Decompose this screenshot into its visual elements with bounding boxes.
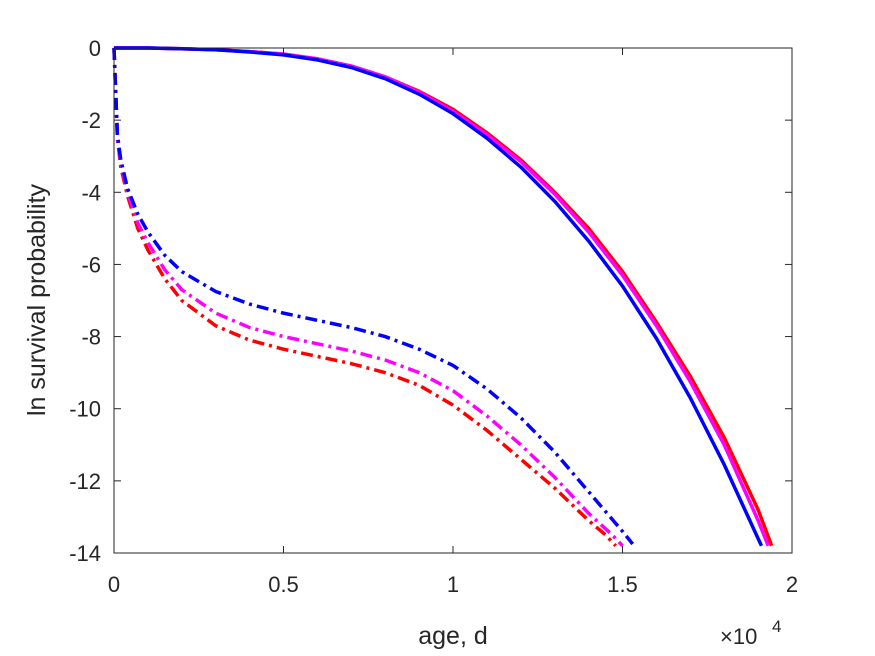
y-axis-label: ln survival probability — [23, 183, 51, 416]
y-tick-label: -6 — [81, 252, 101, 277]
x-tick-label: 2 — [786, 572, 798, 597]
series-layer — [112, 46, 774, 547]
x-tick-label: 0 — [108, 572, 120, 597]
tick-labels-layer: 0 0.5 1 1.5 2 0 -2 -4 -6 -8 -10 -12 -14 — [69, 36, 798, 597]
x-tick-label: 1.5 — [607, 572, 638, 597]
y-tick-label: 0 — [89, 36, 101, 61]
series-line-5 — [112, 47, 624, 547]
x-axis-label: age, d — [418, 622, 488, 650]
x-exponent: ×10 4 — [720, 617, 781, 649]
series-line-3 — [114, 46, 764, 547]
ticks-layer — [113, 47, 793, 554]
y-tick-label: -4 — [81, 180, 101, 205]
y-tick-label: -12 — [69, 469, 101, 494]
y-tick-label: -2 — [81, 108, 101, 133]
series-line-6 — [112, 47, 635, 546]
x-exponent-base: ×10 — [720, 624, 757, 649]
y-tick-label: -10 — [69, 397, 101, 422]
y-tick-label: -14 — [69, 541, 101, 566]
x-tick-label: 1 — [447, 572, 459, 597]
plot-background — [114, 48, 792, 553]
x-exponent-power: 4 — [772, 617, 781, 636]
x-tick-label: 0.5 — [268, 572, 299, 597]
y-tick-label: -8 — [81, 325, 101, 350]
